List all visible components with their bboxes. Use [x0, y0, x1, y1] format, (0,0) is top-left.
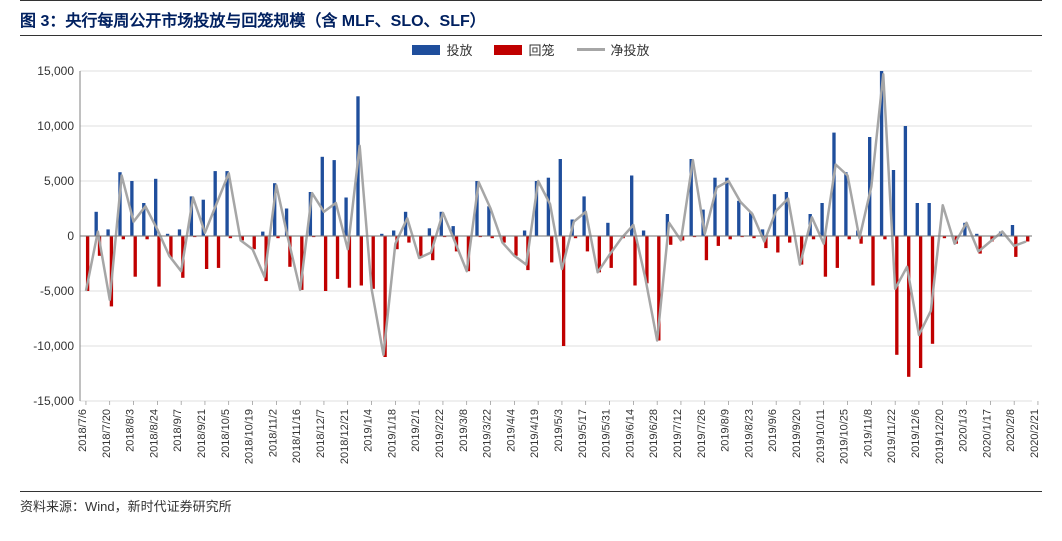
svg-text:2019/2/1: 2019/2/1 [410, 409, 422, 452]
svg-text:2019/6/28: 2019/6/28 [648, 409, 660, 458]
svg-text:2020/1/3: 2020/1/3 [958, 409, 970, 452]
svg-text:2018/11/16: 2018/11/16 [291, 409, 303, 463]
svg-text:2018/12/21: 2018/12/21 [339, 409, 351, 464]
svg-text:2020/1/17: 2020/1/17 [981, 409, 993, 458]
source-line: 资料来源：Wind，新时代证券研究所 [20, 496, 1042, 515]
svg-text:15,000: 15,000 [37, 64, 74, 78]
svg-text:2020/2/8: 2020/2/8 [1005, 409, 1017, 452]
svg-text:2020/2/21: 2020/2/21 [1029, 409, 1041, 458]
svg-text:2019/8/23: 2019/8/23 [743, 409, 755, 458]
chart-svg: -15,000 -10,000 -5,000 0 5,000 10,000 15,000 20… [20, 61, 1042, 491]
svg-text:2019/9/6: 2019/9/6 [767, 409, 779, 452]
svg-text:2019/1/18: 2019/1/18 [386, 409, 398, 458]
legend-swatch-withdraw [494, 45, 522, 55]
figure-title: 图 3：央行每周公开市场投放与回笼规模（含 MLF、SLO、SLF） [20, 7, 1042, 31]
svg-text:2019/3/8: 2019/3/8 [458, 409, 470, 452]
svg-text:-10,000: -10,000 [33, 339, 74, 353]
title-rule [20, 35, 1042, 36]
svg-text:2019/11/8: 2019/11/8 [862, 409, 874, 457]
legend-item-net: 净投放 [577, 40, 650, 59]
svg-text:2018/11/2: 2018/11/2 [267, 409, 279, 457]
svg-text:2019/12/6: 2019/12/6 [910, 409, 922, 458]
svg-text:2019/5/3: 2019/5/3 [553, 409, 565, 452]
svg-text:2018/9/7: 2018/9/7 [172, 409, 184, 452]
svg-text:2018/8/24: 2018/8/24 [148, 409, 160, 458]
svg-text:2019/5/17: 2019/5/17 [577, 409, 589, 458]
svg-text:2019/9/20: 2019/9/20 [791, 409, 803, 458]
svg-text:2019/7/12: 2019/7/12 [672, 409, 684, 458]
svg-text:2018/10/19: 2018/10/19 [244, 409, 256, 464]
svg-text:2019/6/14: 2019/6/14 [624, 409, 636, 458]
svg-text:2019/12/20: 2019/12/20 [934, 409, 946, 464]
svg-text:2019/4/19: 2019/4/19 [529, 409, 541, 458]
legend-swatch-inject [412, 45, 440, 55]
legend-item-withdraw: 回笼 [494, 40, 554, 59]
legend-label-net: 净投放 [611, 40, 650, 59]
svg-text:2018/10/5: 2018/10/5 [220, 409, 232, 458]
legend: 投放 回笼 净投放 [20, 40, 1042, 59]
svg-text:2018/7/20: 2018/7/20 [101, 409, 113, 458]
svg-text:2019/5/31: 2019/5/31 [601, 409, 613, 458]
svg-text:2019/7/26: 2019/7/26 [696, 409, 708, 458]
svg-text:2018/7/6: 2018/7/6 [77, 409, 89, 452]
svg-text:2019/8/9: 2019/8/9 [720, 409, 732, 452]
svg-text:10,000: 10,000 [37, 119, 74, 133]
svg-text:2019/1/4: 2019/1/4 [363, 409, 375, 452]
bottom-rule [20, 491, 1042, 492]
svg-text:2018/12/7: 2018/12/7 [315, 409, 327, 458]
chart: -15,000 -10,000 -5,000 0 5,000 10,000 15,000 20… [20, 61, 1042, 491]
svg-text:2019/11/22: 2019/11/22 [886, 409, 898, 463]
svg-text:2018/9/21: 2018/9/21 [196, 409, 208, 458]
svg-text:0: 0 [67, 229, 74, 243]
svg-text:2018/8/3: 2018/8/3 [125, 409, 137, 452]
svg-text:2019/10/25: 2019/10/25 [839, 409, 851, 464]
svg-text:-5,000: -5,000 [40, 284, 74, 298]
svg-text:-15,000: -15,000 [33, 394, 74, 408]
svg-text:2019/3/22: 2019/3/22 [482, 409, 494, 458]
svg-text:2019/4/4: 2019/4/4 [505, 409, 517, 452]
legend-swatch-net [577, 48, 605, 51]
top-rule [20, 0, 1042, 1]
svg-text:2019/2/22: 2019/2/22 [434, 409, 446, 458]
svg-text:5,000: 5,000 [44, 174, 74, 188]
legend-label-withdraw: 回笼 [528, 40, 554, 59]
legend-item-inject: 投放 [412, 40, 472, 59]
svg-text:2019/10/11: 2019/10/11 [815, 409, 827, 463]
legend-label-inject: 投放 [446, 40, 472, 59]
